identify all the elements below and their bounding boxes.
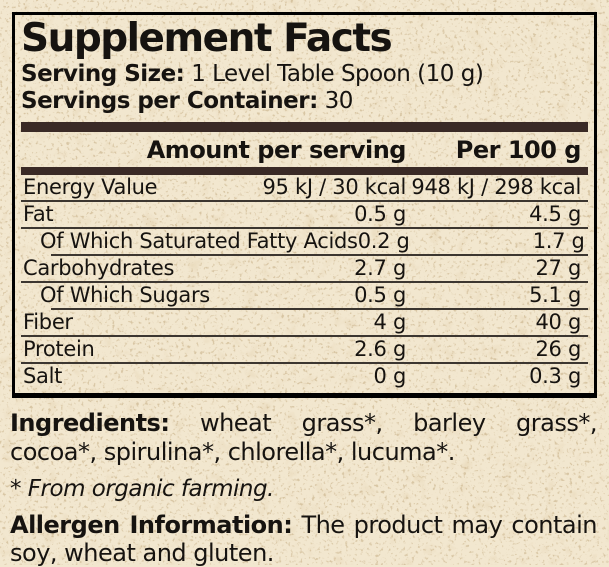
ingredients-paragraph: Ingredients: wheat grass*, barley grass*… — [10, 409, 598, 467]
label-footer: Ingredients: wheat grass*, barley grass*… — [10, 409, 598, 567]
nutrient-row-energy: Energy Value 95 kJ / 30 kcal 948 kJ / 29… — [21, 175, 588, 200]
nutrient-row-carbohydrates: Carbohydrates 2.7 g 27 g — [21, 256, 588, 281]
serving-size-line: Serving Size: 1 Level Table Spoon (10 g) — [21, 61, 588, 88]
serving-size-value: 1 Level Table Spoon (10 g) — [191, 61, 484, 87]
nutrient-row-protein: Protein 2.6 g 26 g — [21, 337, 588, 362]
nutrient-per-100g: 27 g — [535, 256, 581, 280]
column-header-per-100g: Per 100 g — [455, 136, 582, 164]
nutrient-label: Fiber — [23, 310, 73, 334]
supplement-facts-panel: Supplement Facts Serving Size: 1 Level T… — [12, 12, 597, 398]
nutrient-row-salt: Salt 0 g 0.3 g — [21, 364, 588, 389]
nutrient-per-serving: 95 kJ / 30 kcal — [262, 175, 407, 199]
nutrient-per-100g: 948 kJ / 298 kcal — [411, 175, 581, 199]
organic-farming-note: * From organic farming. — [10, 476, 274, 502]
nutrient-per-serving: 0.5 g — [354, 283, 406, 307]
nutrient-per-100g: 4.5 g — [529, 202, 581, 226]
ingredients-label: Ingredients: — [10, 409, 170, 437]
nutrient-label: Energy Value — [23, 175, 158, 199]
divider-bar-header — [21, 167, 588, 175]
servings-per-container-label: Servings per Container: — [21, 88, 318, 114]
panel-title: Supplement Facts — [21, 16, 393, 61]
nutrient-per-serving: 2.7 g — [354, 256, 406, 280]
nutrient-per-serving: 0.2 g — [357, 229, 410, 253]
nutrient-row-fiber: Fiber 4 g 40 g — [21, 310, 588, 335]
servings-per-container-value: 30 — [324, 88, 354, 114]
allergen-label: Allergen Information: — [10, 511, 293, 539]
nutrient-row-sugars: Of Which Sugars 0.5 g 5.1 g — [21, 283, 588, 308]
nutrient-label: Salt — [23, 364, 63, 388]
nutrient-label: Carbohydrates — [23, 256, 175, 280]
table-header-row: Amount per serving Per 100 g — [21, 132, 588, 167]
serving-size-label: Serving Size: — [21, 61, 185, 87]
nutrient-row-fat: Fat 0.5 g 4.5 g — [21, 202, 588, 227]
nutrient-label: Protein — [23, 337, 95, 361]
column-header-per-serving: Amount per serving — [146, 136, 407, 164]
nutrient-per-serving: 4 g — [373, 310, 407, 334]
nutrient-per-serving: 0.5 g — [354, 202, 406, 226]
nutrient-label: Of Which Sugars — [40, 283, 210, 307]
divider-bar-top — [21, 122, 588, 132]
nutrient-per-serving: 0 g — [373, 364, 407, 388]
nutrient-per-100g: 1.7 g — [532, 229, 585, 253]
nutrient-per-100g: 40 g — [535, 310, 581, 334]
nutrient-per-100g: 0.3 g — [529, 364, 581, 388]
nutrient-row-saturated-fat: Of Which Saturated Fatty Acids 0.2 g 1.7… — [21, 229, 588, 254]
nutrient-per-100g: 5.1 g — [529, 283, 581, 307]
allergen-paragraph: Allergen Information: The product may co… — [10, 511, 598, 567]
nutrient-label: Fat — [23, 202, 54, 226]
nutrient-label: Of Which Saturated Fatty Acids — [40, 229, 358, 253]
servings-per-container-line: Servings per Container: 30 — [21, 88, 588, 115]
nutrient-per-serving: 2.6 g — [354, 337, 406, 361]
nutrient-per-100g: 26 g — [535, 337, 581, 361]
